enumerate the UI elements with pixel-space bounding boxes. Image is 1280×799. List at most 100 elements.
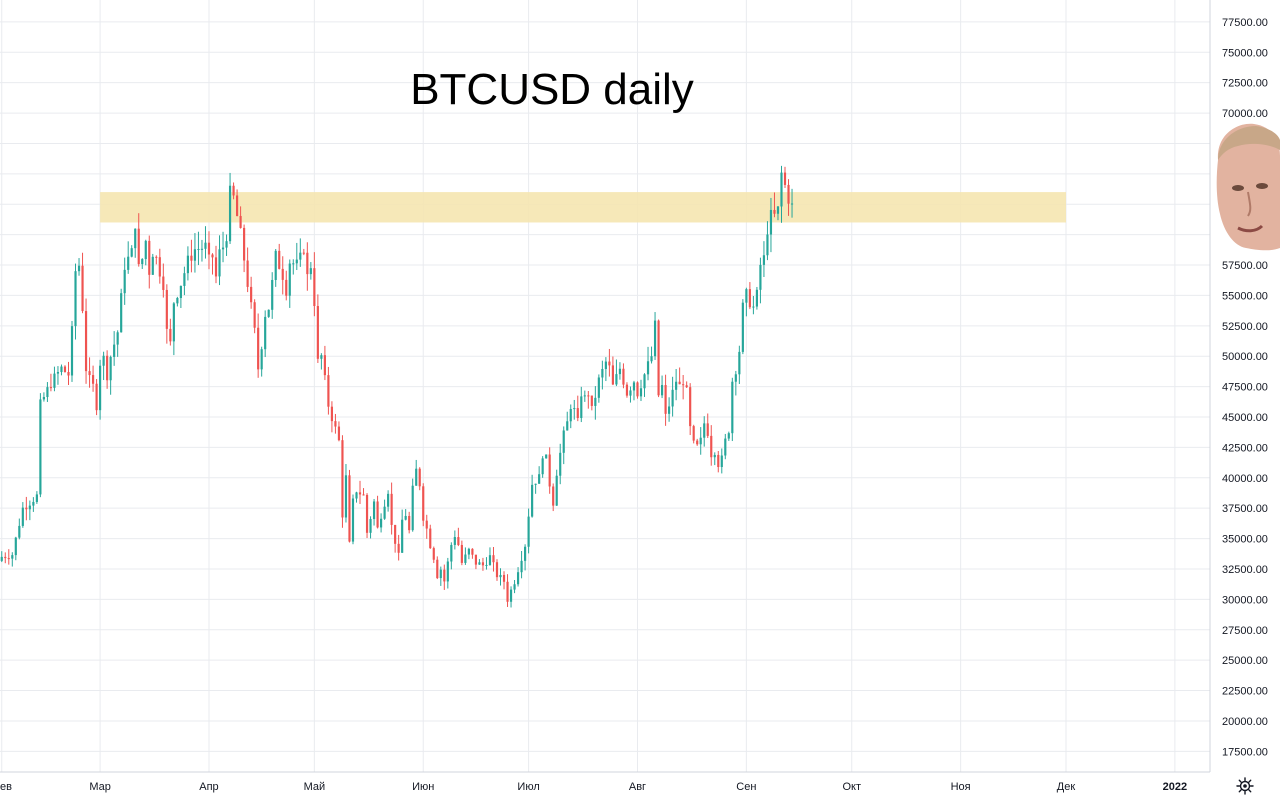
candle-body	[429, 528, 432, 549]
price-tick-label: 72500.00	[1222, 78, 1268, 90]
candle-body	[183, 273, 186, 286]
candle-body	[597, 377, 600, 398]
candle-body	[790, 203, 794, 205]
candle-body	[190, 255, 193, 261]
candle-body	[478, 562, 481, 565]
candle-body	[28, 505, 31, 510]
candle-body	[706, 423, 709, 436]
candle-body	[271, 279, 274, 310]
candle-body	[91, 375, 95, 384]
candle-body	[436, 559, 439, 579]
candle-body	[39, 399, 42, 495]
candle-body	[288, 263, 291, 296]
candle-body	[446, 561, 449, 582]
candle-body	[748, 289, 751, 308]
price-tick-label: 55000.00	[1222, 290, 1268, 302]
candle-body	[499, 574, 502, 578]
candle-body	[309, 268, 312, 275]
time-tick-label: Ноя	[951, 781, 971, 793]
candle-body	[144, 240, 147, 260]
candle-body	[752, 306, 755, 308]
candle-body	[63, 366, 67, 372]
candle-body	[323, 355, 326, 376]
candle-body	[200, 248, 204, 250]
candle-body	[685, 385, 688, 388]
candle-body	[260, 349, 263, 370]
candle-body	[169, 328, 172, 342]
time-tick-label: Авг	[629, 781, 646, 793]
candle-body	[295, 259, 298, 264]
candle-body	[274, 250, 277, 280]
candle-body	[394, 524, 397, 544]
price-axis[interactable]: 17500.00 20000.00 22500.00 25000.00 27500.00…	[1209, 0, 1268, 772]
candle-body	[214, 257, 218, 277]
candle-body	[320, 355, 323, 359]
candle-body	[481, 562, 485, 566]
candle-body	[25, 507, 28, 510]
gear-icon	[1236, 777, 1254, 795]
candle-body	[369, 519, 372, 533]
candle-body	[608, 361, 611, 366]
candle-body	[60, 366, 63, 373]
candle-body	[120, 293, 123, 333]
candle-body	[334, 421, 337, 427]
time-tick-label: Мар	[89, 781, 111, 793]
candle-body	[692, 426, 695, 441]
candle-body	[390, 493, 393, 525]
candle-body	[678, 381, 681, 385]
candle-body	[362, 494, 365, 496]
price-tick-label: 52500.00	[1222, 321, 1268, 333]
candle-body	[520, 560, 523, 573]
settings-button[interactable]	[1232, 775, 1258, 797]
price-tick-label: 22500.00	[1222, 686, 1268, 698]
candle-body	[42, 397, 45, 400]
candle-body	[172, 303, 175, 342]
candle-body	[113, 344, 116, 357]
candle-body	[639, 388, 643, 397]
candle-body	[590, 395, 593, 406]
price-tick-label: 77500.00	[1222, 17, 1268, 29]
candle-body	[492, 555, 495, 563]
candle-body	[611, 365, 614, 385]
candle-body	[316, 306, 319, 359]
time-axis[interactable]: Фев Мар Апр Май Июн Июл Авг Сен Окт Ноя Дек 2022	[0, 771, 1210, 793]
candle-body	[53, 373, 56, 388]
candle-body	[179, 285, 182, 298]
candle-body	[615, 374, 618, 385]
resistance-zone	[100, 192, 1066, 223]
candle-body	[460, 544, 463, 563]
candle-body	[387, 493, 390, 507]
candle-body	[618, 368, 622, 375]
candle-body	[755, 289, 758, 307]
candle-body	[411, 485, 414, 531]
candle-body	[502, 574, 506, 582]
candle-body	[488, 555, 492, 565]
candle-body	[671, 389, 674, 407]
candle-body	[306, 252, 309, 275]
candle-body	[235, 195, 239, 216]
candles	[0, 165, 794, 608]
candle-body	[646, 361, 650, 375]
time-tick-label: Окт	[842, 781, 861, 793]
candle-body	[566, 421, 569, 431]
candle-body	[699, 437, 702, 445]
candle-body	[636, 382, 639, 397]
candle-body	[14, 537, 17, 556]
candle-body	[186, 255, 189, 274]
price-tick-label: 27500.00	[1222, 625, 1268, 637]
candle-body	[116, 332, 119, 345]
candle-body	[731, 381, 734, 434]
candle-body	[285, 279, 288, 296]
candle-body	[660, 385, 664, 396]
candle-body	[376, 501, 379, 528]
candle-body	[313, 268, 316, 307]
candle-body	[653, 320, 657, 357]
candle-body	[408, 515, 411, 531]
candle-body	[365, 494, 369, 533]
candle-body	[783, 172, 787, 185]
candle-body	[397, 543, 400, 553]
candle-body	[625, 384, 629, 396]
candle-body	[601, 368, 604, 378]
candle-body	[141, 259, 144, 265]
